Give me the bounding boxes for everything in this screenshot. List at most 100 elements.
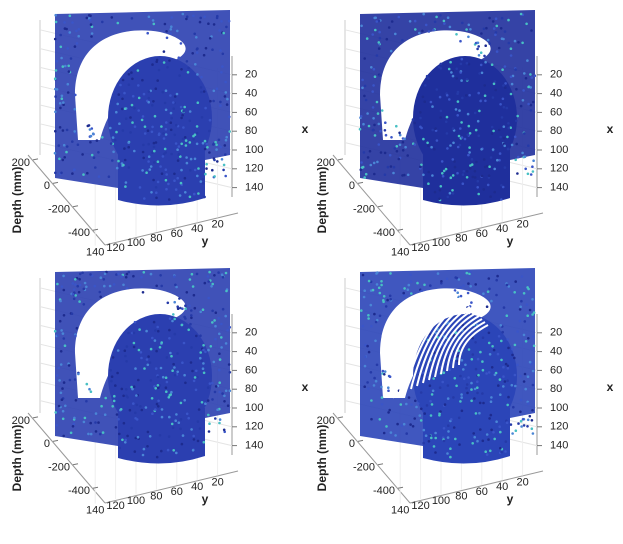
point (413, 121, 416, 125)
point (522, 424, 526, 427)
point (137, 84, 140, 87)
point (413, 143, 417, 146)
point (393, 147, 397, 150)
point (124, 117, 128, 120)
point (500, 358, 503, 362)
point (421, 29, 424, 33)
point (207, 413, 210, 417)
point (61, 129, 65, 132)
point (387, 389, 390, 392)
point (204, 106, 207, 110)
point (147, 100, 150, 104)
point (111, 405, 114, 408)
point (77, 290, 81, 294)
point (164, 168, 168, 171)
point (499, 430, 502, 434)
point (425, 404, 429, 407)
point (509, 75, 513, 79)
point (402, 291, 405, 295)
point (154, 87, 158, 90)
point (192, 379, 196, 383)
point (362, 122, 365, 126)
point (373, 312, 376, 316)
point (131, 94, 135, 98)
point (201, 141, 205, 145)
point (489, 195, 492, 198)
point (97, 421, 100, 424)
point (213, 175, 216, 178)
point-cloud-head (413, 314, 517, 438)
point (170, 390, 173, 394)
point (459, 39, 462, 43)
point (193, 306, 197, 310)
point (455, 33, 458, 36)
point (460, 393, 463, 396)
y-tick-label: 80 (150, 491, 162, 503)
point (373, 75, 377, 78)
point (214, 324, 217, 328)
point (86, 171, 89, 175)
point (531, 298, 534, 301)
point (228, 389, 232, 393)
point (368, 149, 372, 153)
point (395, 145, 399, 148)
point (404, 145, 407, 149)
point (460, 57, 464, 61)
point (58, 319, 62, 323)
point (366, 112, 369, 115)
point (467, 62, 471, 66)
point (456, 145, 460, 149)
point (506, 379, 509, 383)
point (432, 445, 436, 448)
point (479, 63, 483, 67)
point (446, 452, 449, 455)
point (116, 21, 120, 25)
point (392, 165, 396, 169)
point (495, 420, 498, 423)
point (146, 445, 149, 448)
point (478, 72, 481, 75)
point (418, 31, 421, 35)
point (165, 356, 169, 359)
point (476, 119, 480, 123)
point (434, 451, 437, 454)
point (385, 425, 388, 428)
point (493, 80, 497, 83)
point (73, 416, 76, 420)
stripe (392, 291, 456, 399)
point (498, 425, 501, 428)
point (529, 109, 533, 112)
point (179, 155, 182, 158)
point (68, 31, 72, 34)
point (152, 141, 156, 145)
point (56, 374, 59, 377)
point (109, 142, 113, 145)
point (413, 417, 416, 420)
box-edge (104, 470, 239, 504)
point (173, 332, 177, 336)
point (187, 416, 190, 420)
point (155, 58, 159, 62)
point (62, 434, 65, 438)
point (188, 119, 192, 123)
point (58, 157, 61, 161)
point (124, 185, 127, 188)
point (142, 156, 145, 160)
y-axis-label: y (202, 234, 209, 248)
point (140, 408, 144, 412)
point (419, 111, 422, 114)
point (160, 341, 163, 344)
point (192, 138, 195, 141)
point (196, 101, 200, 104)
point (81, 271, 84, 274)
tick-mark (72, 463, 79, 466)
point (180, 142, 183, 146)
point (369, 371, 373, 374)
point (211, 48, 214, 51)
point (390, 20, 394, 23)
point (140, 118, 144, 122)
point (210, 35, 213, 38)
point (526, 59, 529, 62)
point (488, 353, 492, 356)
point (204, 402, 207, 405)
